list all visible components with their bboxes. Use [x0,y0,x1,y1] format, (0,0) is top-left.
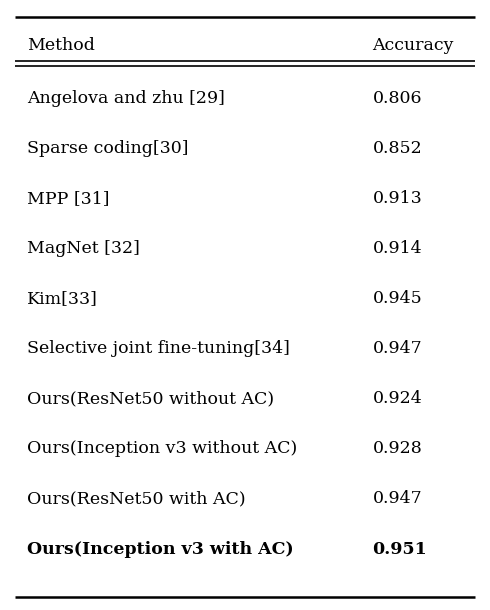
Text: 0.852: 0.852 [372,140,422,157]
Text: 0.913: 0.913 [372,190,422,207]
Text: Ours(ResNet50 without AC): Ours(ResNet50 without AC) [27,390,274,407]
Text: MPP [31]: MPP [31] [27,190,109,207]
Text: Accuracy: Accuracy [372,37,454,54]
Text: 0.951: 0.951 [372,540,427,558]
Text: 0.947: 0.947 [372,340,422,357]
Text: Selective joint fine-tuning[34]: Selective joint fine-tuning[34] [27,340,290,357]
Text: 0.945: 0.945 [372,290,422,307]
Text: Ours(ResNet50 with AC): Ours(ResNet50 with AC) [27,490,245,508]
Text: Sparse coding[30]: Sparse coding[30] [27,140,189,157]
Text: Angelova and zhu [29]: Angelova and zhu [29] [27,90,225,107]
Text: MagNet [32]: MagNet [32] [27,240,140,257]
Text: Kim[33]: Kim[33] [27,290,98,307]
Text: 0.924: 0.924 [372,390,422,407]
Text: 0.914: 0.914 [372,240,422,257]
Text: Ours(Inception v3 with AC): Ours(Inception v3 with AC) [27,540,294,558]
Text: Method: Method [27,37,95,54]
Text: 0.928: 0.928 [372,440,422,458]
Text: Ours(Inception v3 without AC): Ours(Inception v3 without AC) [27,440,297,458]
Text: 0.947: 0.947 [372,490,422,508]
Text: 0.806: 0.806 [372,90,422,107]
